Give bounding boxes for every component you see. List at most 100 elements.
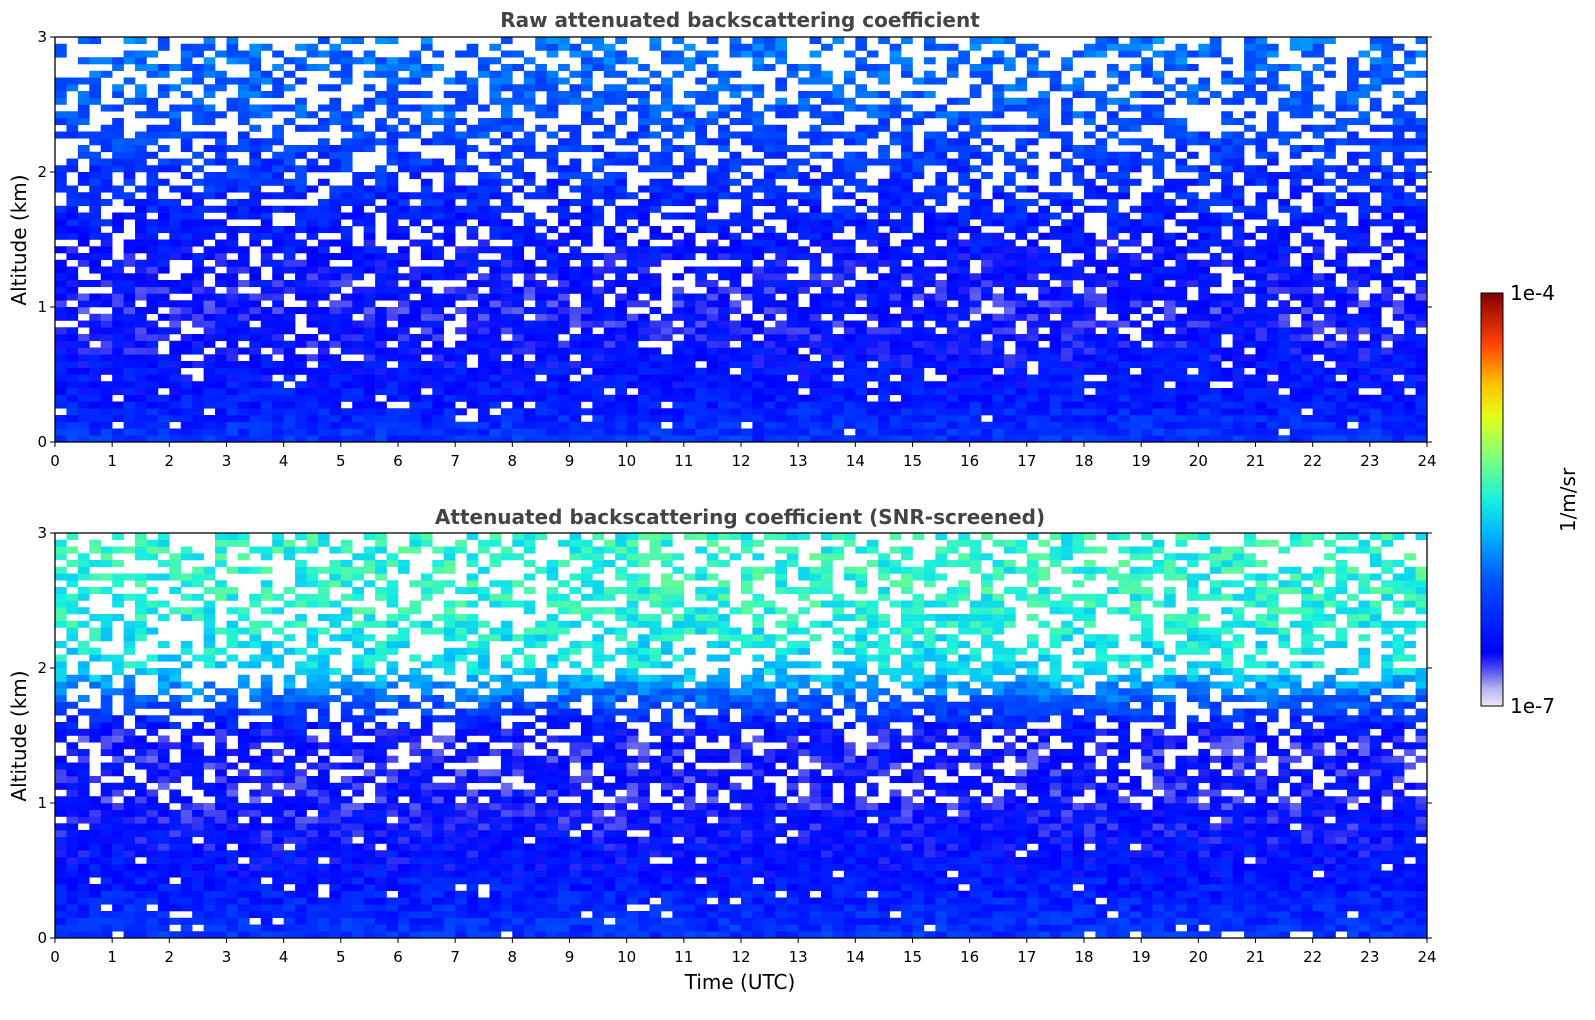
heatmap-cell bbox=[535, 428, 547, 436]
heatmap-cell bbox=[500, 104, 513, 112]
heatmap-cell bbox=[272, 340, 284, 348]
heatmap-cell bbox=[935, 104, 948, 112]
heatmap-cell bbox=[1209, 327, 1222, 335]
heatmap-cell bbox=[398, 320, 410, 328]
heatmap-cell bbox=[1221, 320, 1233, 328]
heatmap-cell bbox=[889, 266, 902, 274]
heatmap-cell bbox=[295, 64, 307, 72]
heatmap-cell bbox=[741, 199, 753, 207]
heatmap-cell bbox=[752, 408, 765, 416]
heatmap-cell bbox=[169, 354, 182, 362]
heatmap-cell bbox=[146, 239, 159, 247]
heatmap-cell bbox=[1358, 367, 1371, 375]
heatmap-cell bbox=[455, 259, 467, 267]
heatmap-cell bbox=[546, 259, 559, 267]
heatmap-cell bbox=[763, 192, 776, 200]
heatmap-cell bbox=[1278, 421, 1291, 429]
heatmap-cell bbox=[775, 111, 788, 119]
heatmap-cell bbox=[855, 199, 868, 207]
heatmap-cell bbox=[843, 259, 856, 267]
heatmap-cell bbox=[809, 232, 822, 240]
heatmap-cell bbox=[741, 192, 753, 200]
heatmap-cell bbox=[809, 388, 822, 396]
heatmap-cell bbox=[1381, 293, 1393, 301]
heatmap-cell bbox=[878, 151, 890, 159]
heatmap-cell bbox=[1415, 313, 1428, 321]
heatmap-cell bbox=[821, 415, 833, 423]
heatmap-cell bbox=[1232, 354, 1245, 362]
heatmap-cell bbox=[1003, 334, 1016, 342]
heatmap-cell bbox=[1324, 151, 1336, 159]
heatmap-cell bbox=[169, 320, 182, 328]
heatmap-cell bbox=[981, 158, 993, 166]
heatmap-cell bbox=[1152, 327, 1165, 335]
heatmap-cell bbox=[695, 273, 707, 281]
heatmap-cell bbox=[695, 435, 707, 443]
heatmap-cell bbox=[912, 347, 925, 355]
heatmap-cell bbox=[1266, 286, 1279, 294]
heatmap-cell bbox=[866, 293, 879, 301]
heatmap-cell bbox=[878, 192, 890, 200]
heatmap-cell bbox=[683, 232, 696, 240]
heatmap-cell bbox=[809, 212, 822, 220]
heatmap-cell bbox=[638, 401, 650, 409]
heatmap-cell bbox=[260, 408, 273, 416]
heatmap-cell bbox=[272, 246, 284, 254]
heatmap-cell bbox=[1404, 307, 1416, 315]
heatmap-cell bbox=[1095, 381, 1108, 389]
heatmap-cell bbox=[546, 266, 559, 274]
heatmap-cell bbox=[992, 313, 1005, 321]
heatmap-cell bbox=[763, 435, 776, 443]
heatmap-cell bbox=[146, 280, 159, 288]
heatmap-cell bbox=[1221, 192, 1233, 200]
heatmap-cell bbox=[798, 178, 810, 186]
heatmap-cell bbox=[729, 354, 742, 362]
heatmap-cell bbox=[1026, 266, 1039, 274]
heatmap-cell bbox=[832, 185, 845, 193]
heatmap-cell bbox=[946, 374, 959, 382]
heatmap-cell bbox=[455, 293, 467, 301]
heatmap-cell bbox=[352, 347, 364, 355]
heatmap-cell bbox=[398, 340, 410, 348]
heatmap-cell bbox=[580, 70, 593, 78]
heatmap-cell bbox=[1266, 415, 1279, 423]
heatmap-cell bbox=[660, 91, 673, 99]
heatmap-cell bbox=[272, 192, 284, 200]
heatmap-cell bbox=[683, 327, 696, 335]
heatmap-cell bbox=[1289, 354, 1302, 362]
heatmap-cell bbox=[157, 415, 170, 423]
heatmap-cell bbox=[855, 185, 868, 193]
heatmap-cell bbox=[260, 394, 273, 402]
heatmap-cell bbox=[455, 340, 467, 348]
heatmap-cell bbox=[660, 77, 673, 85]
heatmap-cell bbox=[1358, 111, 1371, 119]
heatmap-cell bbox=[718, 172, 730, 180]
heatmap-cell bbox=[889, 185, 902, 193]
heatmap-cell bbox=[1152, 205, 1165, 213]
heatmap-cell bbox=[512, 428, 525, 436]
heatmap-cell bbox=[1084, 421, 1096, 429]
heatmap-cell bbox=[1244, 421, 1256, 429]
heatmap-cell bbox=[855, 435, 868, 443]
heatmap-cell bbox=[901, 347, 913, 355]
heatmap-cell bbox=[946, 239, 959, 247]
heatmap-cell bbox=[317, 408, 330, 416]
heatmap-cell bbox=[135, 205, 147, 213]
heatmap-cell bbox=[512, 401, 525, 409]
heatmap-cell bbox=[649, 205, 662, 213]
heatmap-cell bbox=[821, 367, 833, 375]
heatmap-cell bbox=[1289, 185, 1302, 193]
heatmap-cell bbox=[695, 401, 707, 409]
heatmap-cell bbox=[1049, 172, 1062, 180]
heatmap-cell bbox=[1118, 340, 1131, 348]
heatmap-cell bbox=[923, 293, 936, 301]
heatmap-cell bbox=[203, 172, 216, 180]
heatmap-cell bbox=[1312, 124, 1325, 132]
heatmap-cell bbox=[638, 334, 650, 342]
heatmap-cell bbox=[432, 374, 445, 382]
heatmap-cell bbox=[1369, 361, 1382, 369]
heatmap-cell bbox=[1061, 226, 1073, 234]
heatmap-cell bbox=[77, 415, 90, 423]
heatmap-cell bbox=[77, 334, 90, 342]
heatmap-cell bbox=[135, 347, 147, 355]
